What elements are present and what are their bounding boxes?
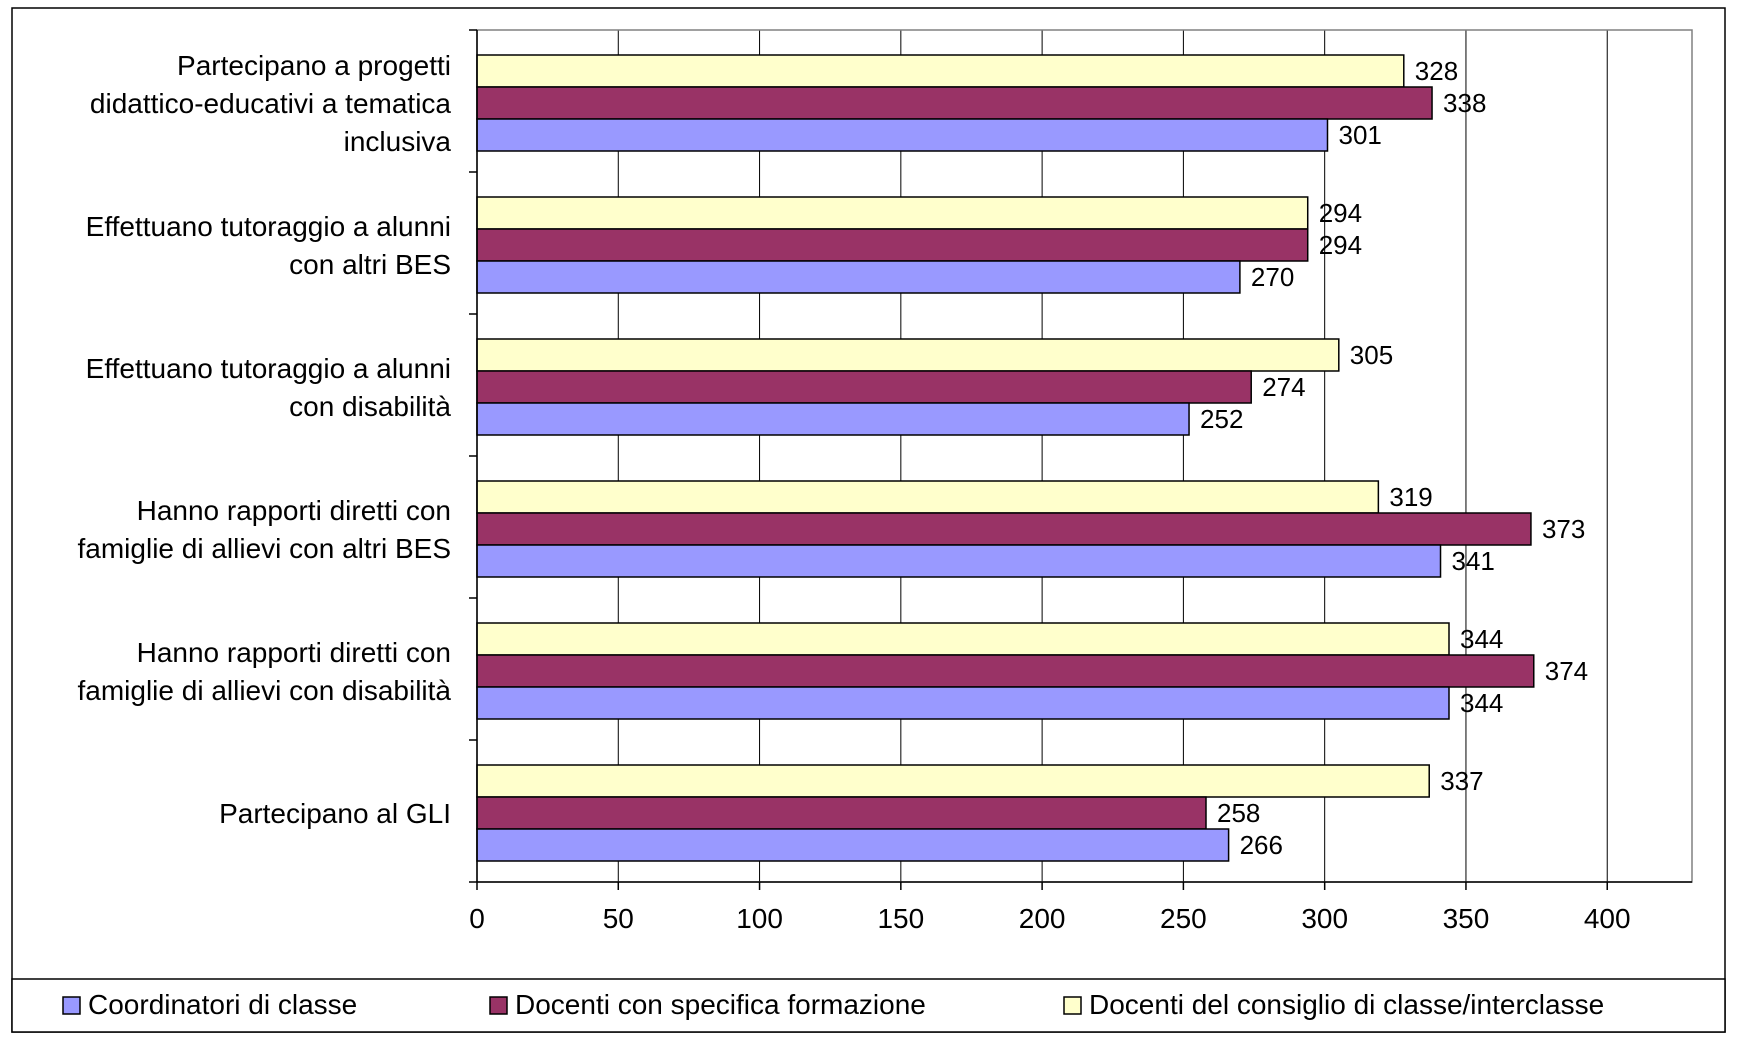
x-tick-label: 0 bbox=[469, 903, 485, 934]
bar bbox=[476, 796, 1207, 830]
data-label: 344 bbox=[1460, 688, 1503, 718]
x-tick-label: 300 bbox=[1301, 903, 1348, 934]
bar bbox=[476, 402, 1190, 436]
data-label: 338 bbox=[1443, 88, 1486, 118]
category-labels: Partecipano a progetti didattico-educativ… bbox=[77, 50, 451, 829]
bar bbox=[476, 260, 1241, 294]
bar bbox=[476, 54, 1405, 88]
data-label: 319 bbox=[1389, 482, 1432, 512]
bar bbox=[476, 196, 1309, 230]
category-label: inclusiva bbox=[344, 126, 452, 157]
bar bbox=[476, 654, 1535, 688]
data-label: 305 bbox=[1350, 340, 1393, 370]
bar bbox=[476, 828, 1230, 862]
data-label: 328 bbox=[1415, 56, 1458, 86]
bar bbox=[476, 370, 1252, 404]
bar bbox=[476, 480, 1380, 514]
x-tick-label: 250 bbox=[1160, 903, 1207, 934]
category-label: famiglie di allievi con disabilità bbox=[77, 675, 451, 706]
bar bbox=[476, 512, 1532, 546]
x-tick-label: 150 bbox=[877, 903, 924, 934]
grid-lines bbox=[617, 30, 1608, 882]
bar bbox=[476, 86, 1433, 120]
data-label: 270 bbox=[1251, 262, 1294, 292]
legend-label: Docenti del consiglio di classe/intercla… bbox=[1089, 989, 1604, 1020]
bar bbox=[476, 118, 1329, 152]
legend-box bbox=[11, 978, 1726, 1033]
data-label: 294 bbox=[1319, 230, 1362, 260]
data-label: 266 bbox=[1240, 830, 1283, 860]
legend-swatch bbox=[489, 996, 508, 1015]
category-label: Effettuano tutoraggio a alunni bbox=[86, 211, 451, 242]
data-label: 344 bbox=[1460, 624, 1503, 654]
category-label: Hanno rapporti diretti con bbox=[137, 637, 451, 668]
bars bbox=[476, 54, 1535, 862]
legend: Coordinatori di classe Docenti con specif… bbox=[11, 978, 1726, 1033]
category-label: con disabilità bbox=[289, 391, 451, 422]
x-tick-label: 350 bbox=[1443, 903, 1490, 934]
data-label: 373 bbox=[1542, 514, 1585, 544]
data-label: 294 bbox=[1319, 198, 1362, 228]
category-label: Partecipano al GLI bbox=[219, 798, 451, 829]
data-label: 301 bbox=[1339, 120, 1382, 150]
x-tick-label: 50 bbox=[603, 903, 634, 934]
bar bbox=[476, 686, 1450, 720]
legend-swatch bbox=[1063, 996, 1082, 1015]
legend-label: Coordinatori di classe bbox=[88, 989, 357, 1020]
bar bbox=[476, 338, 1340, 372]
x-tick-label: 100 bbox=[736, 903, 783, 934]
data-label: 337 bbox=[1440, 766, 1483, 796]
bar bbox=[476, 622, 1450, 656]
category-label: famiglie di allievi con altri BES bbox=[78, 533, 452, 564]
bar bbox=[476, 764, 1430, 798]
axes: 0 50 100 150 200 250 300 350 400 bbox=[469, 29, 1692, 934]
data-label: 258 bbox=[1217, 798, 1260, 828]
category-label: Partecipano a progetti bbox=[177, 50, 451, 81]
x-tick-label: 400 bbox=[1584, 903, 1631, 934]
bar bbox=[476, 544, 1442, 578]
data-label: 341 bbox=[1452, 546, 1495, 576]
legend-label: Docenti con specifica formazione bbox=[515, 989, 926, 1020]
category-label: con altri BES bbox=[289, 249, 451, 280]
data-label: 274 bbox=[1262, 372, 1305, 402]
category-label: didattico-educativi a tematica bbox=[90, 88, 452, 119]
data-label: 374 bbox=[1545, 656, 1588, 686]
x-tick-label: 200 bbox=[1019, 903, 1066, 934]
data-label: 252 bbox=[1200, 404, 1243, 434]
category-label: Hanno rapporti diretti con bbox=[137, 495, 451, 526]
legend-swatch bbox=[62, 996, 81, 1015]
bar bbox=[476, 228, 1309, 262]
category-label: Effettuano tutoraggio a alunni bbox=[86, 353, 451, 384]
